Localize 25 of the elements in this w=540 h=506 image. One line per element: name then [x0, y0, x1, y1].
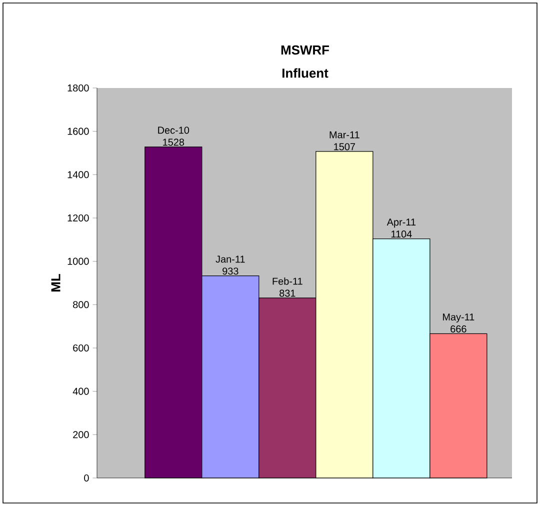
y-tick-label: 0 — [84, 474, 89, 482]
y-tick-label: 600 — [73, 344, 89, 352]
data-label: 666 — [450, 325, 466, 332]
y-tick-label: 200 — [73, 431, 89, 438]
data-label: 1528 — [163, 138, 184, 146]
y-tick-label: 1800 — [68, 84, 89, 92]
data-label: 1104 — [391, 230, 412, 238]
x-tick-label: May-11 — [442, 314, 474, 322]
x-tick-label: Apr-11 — [386, 218, 416, 228]
data-label: 831 — [280, 290, 296, 297]
y-tick-label: 800 — [73, 301, 89, 308]
chart-subtitle: Influent — [282, 68, 328, 78]
y-tick-label: 1000 — [68, 258, 89, 265]
x-tick-label: Jan-11 — [216, 256, 245, 263]
y-tick-label: 400 — [72, 388, 89, 395]
y-tick-label: 1600 — [68, 128, 89, 135]
data-label: 1507 — [334, 143, 355, 150]
y-axis-title: ML — [51, 274, 60, 292]
chart-title: MSWRF — [281, 45, 329, 55]
x-tick-label: Mar-11 — [330, 131, 360, 138]
data-label: 933 — [222, 268, 238, 275]
y-tick-label: 1400 — [68, 171, 89, 178]
x-tick-label: Feb-11 — [272, 277, 302, 285]
y-tick-label: 1200 — [68, 214, 89, 222]
x-tick-label: Dec-10 — [158, 126, 190, 134]
